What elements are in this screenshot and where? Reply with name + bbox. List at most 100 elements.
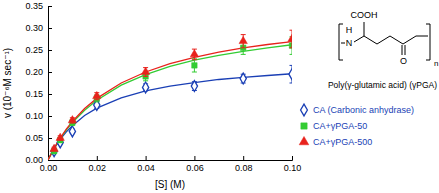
y-tick-label: 0.00 — [25, 155, 43, 165]
bracket — [426, 24, 430, 60]
structure-label: H — [346, 25, 353, 35]
y-tick: 0.10 — [25, 111, 52, 121]
bond — [390, 36, 403, 44]
x-tick-mark — [194, 156, 195, 160]
bond — [403, 36, 416, 44]
error-bar-cap — [241, 47, 246, 48]
y-tick: 0.00 — [25, 155, 52, 165]
error-bar-cap — [290, 47, 293, 48]
y-tick-mark — [48, 28, 52, 29]
y-tick-mark — [48, 50, 52, 51]
point — [50, 144, 58, 151]
x-tick-label: 0.06 — [186, 163, 204, 173]
bond — [364, 22, 365, 36]
point — [93, 91, 101, 98]
point — [191, 81, 197, 92]
x-tick-label: 0.02 — [89, 163, 107, 173]
y-tick: 0.20 — [25, 67, 52, 77]
chart: 0.000.020.040.060.080.100.000.050.100.15… — [0, 0, 439, 193]
x-tick-mark — [292, 156, 293, 160]
x-tick: 0.04 — [137, 156, 155, 173]
structure: HN COOH On Poly(γ-glutamic acid) (γPGA) — [328, 10, 439, 90]
point — [69, 126, 75, 137]
point — [240, 73, 246, 84]
error-bar — [290, 65, 293, 83]
y-tick-mark — [48, 6, 52, 7]
y-axis-title: v (10⁻⁶M sec⁻¹) — [2, 48, 13, 118]
structure-label: N — [346, 38, 353, 48]
y-tick-mark — [48, 160, 52, 161]
y-tick-label: 0.35 — [25, 1, 43, 11]
point — [289, 69, 292, 80]
point — [68, 116, 76, 123]
x-axis-title: [S] (M) — [155, 179, 185, 190]
bond — [377, 36, 390, 44]
structure-label: COOH — [351, 10, 378, 20]
error-bar-cap — [241, 54, 246, 55]
x-tick: 0.06 — [186, 156, 204, 173]
error-bar-cap — [290, 65, 293, 66]
point — [142, 82, 148, 93]
y-axis-line — [49, 7, 53, 161]
bond — [402, 45, 403, 55]
y-tick-label: 0.20 — [25, 67, 43, 77]
error-bar-cap — [143, 76, 148, 77]
point — [56, 133, 64, 140]
bond — [364, 36, 377, 44]
fit-line — [48, 42, 292, 160]
x-tick-label: 0.08 — [235, 163, 253, 173]
y-tick: 0.15 — [25, 89, 52, 99]
x-tick: 0.10 — [284, 156, 302, 173]
y-tick-label: 0.30 — [25, 23, 43, 33]
y-tick: 0.25 — [25, 45, 52, 55]
error-bar-cap — [290, 54, 293, 55]
y-tick-mark — [48, 72, 52, 73]
error-bar-cap — [94, 101, 99, 102]
x-tick-mark — [146, 156, 147, 160]
error-bar-cap — [241, 34, 246, 35]
error-bar-cap — [143, 80, 148, 81]
error-bar-cap — [94, 99, 99, 100]
error-bar-cap — [290, 83, 293, 84]
point — [141, 67, 149, 74]
legend-symbol — [299, 136, 309, 144]
error-bar-cap — [290, 30, 293, 31]
y-tick-label: 0.25 — [25, 45, 43, 55]
fit-line — [48, 45, 292, 160]
bond — [416, 36, 428, 37]
y-tick-mark — [48, 138, 52, 139]
legend-symbol — [301, 123, 307, 129]
point — [192, 63, 197, 68]
x-tick: 0.08 — [235, 156, 253, 173]
y-tick: 0.05 — [25, 133, 52, 143]
fit-line — [48, 74, 292, 160]
bracket — [339, 24, 343, 60]
y-tick-label: 0.15 — [25, 89, 43, 99]
bond — [341, 43, 345, 44]
structure-label: n — [434, 59, 438, 68]
y-tick: 0.35 — [25, 1, 52, 11]
x-tick-label: 0.04 — [137, 163, 155, 173]
legend: CA (Carbonic anhydrase) CA+γPGA-50 CA+γPGA… — [299, 104, 414, 147]
x-axis-line — [49, 156, 293, 161]
x-axis: 0.000.020.040.060.080.10 — [40, 156, 302, 173]
plot-data — [48, 30, 292, 160]
y-tick: 0.30 — [25, 23, 52, 33]
legend-label: CA+γPGA-50 — [313, 121, 367, 131]
legend-label: CA+γPGA-500 — [313, 137, 372, 147]
x-tick-mark — [97, 156, 98, 160]
y-tick-mark — [48, 94, 52, 95]
y-tick-label: 0.10 — [25, 111, 43, 121]
y-tick-mark — [48, 116, 52, 117]
point — [288, 34, 292, 41]
x-tick: 0.02 — [89, 156, 107, 173]
legend-label: CA (Carbonic anhydrase) — [313, 105, 414, 115]
structure-label: O — [400, 56, 407, 66]
point — [190, 50, 198, 57]
y-tick-label: 0.05 — [25, 133, 43, 143]
structure-label: Poly(γ-glutamic acid) (γPGA) — [328, 80, 437, 90]
bond — [354, 36, 364, 42]
error-bar — [192, 59, 197, 72]
point — [239, 36, 247, 43]
x-tick-label: 0.10 — [284, 163, 302, 173]
